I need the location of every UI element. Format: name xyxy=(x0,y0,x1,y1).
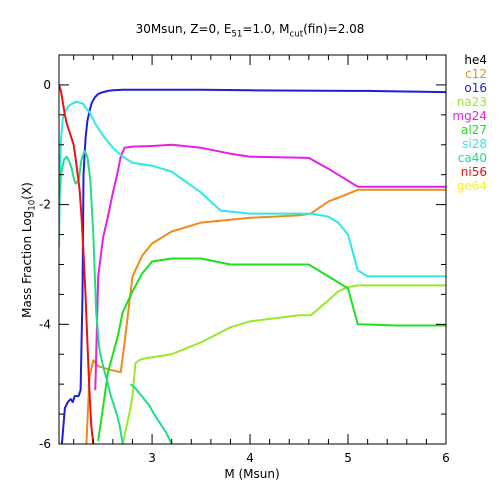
series-line-al27 xyxy=(97,257,446,442)
x-tick-label: 3 xyxy=(148,451,156,465)
x-tick-label: 6 xyxy=(442,451,450,465)
x-axis-label: M (Msun) xyxy=(224,467,279,481)
series-line-na23 xyxy=(121,284,446,444)
y-tick-label: -6 xyxy=(39,437,51,451)
series-line-c12 xyxy=(85,188,446,444)
legend-entry-na23: na23 xyxy=(457,95,487,109)
legend-entry-al27: al27 xyxy=(461,123,487,137)
series-layer xyxy=(59,84,446,444)
y-axis-label: Mass Fraction Log10(X) xyxy=(20,182,38,318)
series-line-ca40-segment-1 xyxy=(129,383,173,444)
legend-entry-ni56: ni56 xyxy=(461,165,487,179)
axis-layer: 3 4 5 6 0 -2 -4 -6 xyxy=(39,54,450,465)
series-line-o16 xyxy=(60,88,446,444)
y-tick-label: 0 xyxy=(43,78,51,92)
legend-entry-ge64: ge64 xyxy=(457,179,487,193)
y-tick-label: -4 xyxy=(39,317,51,331)
series-line-si28 xyxy=(59,100,446,278)
y-tick-label: -2 xyxy=(39,198,51,212)
series-line-ca40 xyxy=(59,149,124,444)
legend-entry-c12: c12 xyxy=(465,67,487,81)
legend-entry-si28: si28 xyxy=(462,137,487,151)
series-line-ni56 xyxy=(59,84,95,444)
plot-frame xyxy=(58,54,447,445)
legend-entry-mg24: mg24 xyxy=(452,109,487,123)
x-tick-label: 5 xyxy=(344,451,352,465)
legend-entry-he4: he4 xyxy=(464,53,487,67)
legend-entry-ca40: ca40 xyxy=(458,151,487,165)
x-tick-label: 4 xyxy=(246,451,254,465)
chart-title: 30Msun, Z=0, E51=1.0, Mcut(fin)=2.08 xyxy=(136,22,365,40)
series-line-mg24 xyxy=(94,143,446,391)
legend-entry-o16: o16 xyxy=(464,81,487,95)
